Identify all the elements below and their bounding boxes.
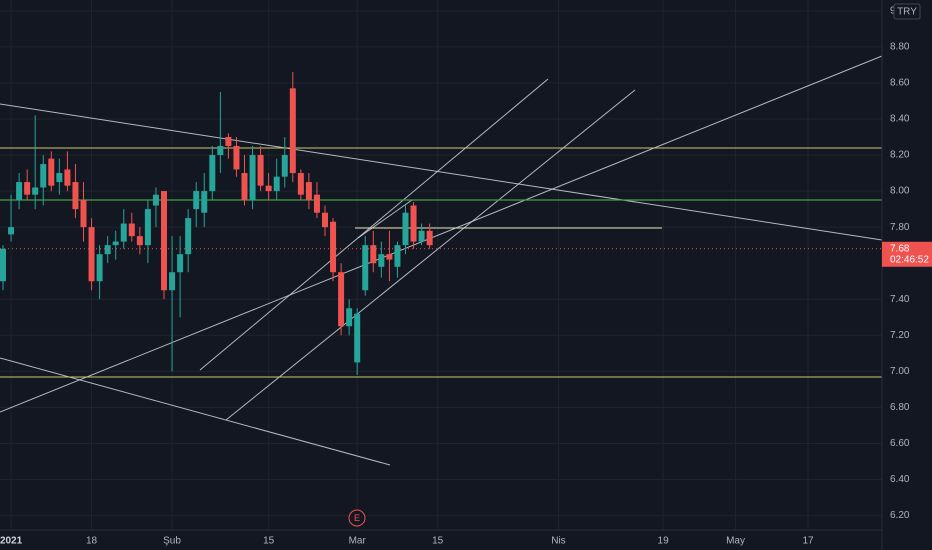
candle-body — [354, 313, 361, 363]
candle-body — [72, 182, 79, 210]
candle-body — [169, 272, 176, 291]
candle-body — [281, 155, 288, 177]
y-tick-label: 7.80 — [890, 222, 910, 233]
candle-body — [136, 236, 143, 246]
candle-body — [177, 254, 184, 273]
currency-badge[interactable] — [893, 3, 921, 20]
x-tick-label: 15 — [432, 536, 444, 547]
earnings-icon[interactable] — [348, 509, 366, 527]
earnings-label: E — [354, 513, 360, 523]
price-label: 7.68 — [890, 243, 910, 254]
y-tick-label: 6.20 — [890, 510, 910, 521]
x-tick-label: Şub — [163, 536, 181, 547]
candle-body — [418, 230, 425, 242]
candle-body — [16, 182, 23, 201]
candle-body — [257, 155, 264, 186]
candle-body — [88, 227, 95, 282]
trend-line — [0, 55, 883, 413]
candle-body — [305, 182, 312, 201]
candle-body — [80, 200, 87, 228]
candle-body — [378, 254, 385, 267]
y-tick-label: 8.60 — [890, 78, 910, 89]
candle-body — [313, 194, 320, 213]
candle-body — [410, 205, 417, 242]
candle-body — [217, 146, 224, 156]
candle-body — [249, 155, 256, 201]
currency: TRY — [897, 7, 917, 18]
y-tick-label: 9 — [890, 5, 896, 16]
axes: 6.20 6.40 6.60 6.80 7.00 7.20 7.40 7.80 8.00 8.20… — [0, 5, 932, 547]
candle-body — [112, 241, 119, 246]
x-tick-label: 19 — [658, 536, 670, 547]
y-tick-label: 6.40 — [890, 474, 910, 485]
candle-body — [289, 88, 296, 174]
candle-body — [152, 194, 159, 206]
candle-body — [128, 223, 135, 237]
candle-body — [426, 230, 433, 246]
candle-body — [24, 182, 31, 195]
candle-body — [362, 245, 369, 291]
candle-body — [233, 146, 240, 170]
y-tick-label: 6.80 — [890, 402, 910, 413]
y-tick-label: 8.80 — [890, 42, 910, 53]
candle-body — [322, 212, 328, 228]
y-tick-label: 8.20 — [890, 150, 910, 161]
candle-body — [201, 191, 208, 213]
candle-body — [64, 169, 71, 186]
y-tick-label: 6.60 — [890, 438, 910, 449]
candle-body — [370, 245, 377, 264]
x-tick-label: 17 — [802, 536, 814, 547]
candle-body — [209, 155, 216, 192]
candle-body — [386, 254, 393, 260]
candle-body — [48, 158, 55, 186]
x-tick-label: 15 — [263, 536, 275, 547]
candle-body — [32, 187, 39, 195]
trend-line — [225, 89, 636, 421]
candle-body — [394, 245, 401, 267]
candle-body — [104, 245, 111, 255]
y-tick-label: 7.20 — [890, 330, 910, 341]
candle-body — [330, 221, 337, 273]
y-tick-label: 8.40 — [890, 114, 910, 125]
candle-body — [193, 191, 200, 210]
candle-body — [96, 254, 103, 282]
candle-body — [144, 209, 151, 246]
countdown-label: 02:46:52 — [890, 254, 929, 265]
x-tick-label: Nis — [551, 536, 565, 547]
candle-body — [161, 191, 167, 291]
candle-body — [185, 218, 192, 255]
candle-body — [56, 173, 63, 183]
y-tick-label: 7.40 — [890, 294, 910, 305]
candle-body — [120, 223, 127, 242]
candle-body — [402, 212, 409, 246]
candle-body — [241, 173, 248, 201]
candle-body — [8, 227, 15, 235]
y-tick-label: 8.00 — [890, 186, 910, 197]
candle-body — [297, 173, 304, 195]
x-tick-label: Mar — [349, 536, 367, 547]
trend-line — [0, 357, 391, 466]
x-tick-label: 2021 — [0, 536, 23, 547]
candle-body — [40, 164, 47, 188]
channel-line — [357, 199, 413, 239]
price-badge — [882, 241, 932, 267]
candle-body — [338, 272, 345, 327]
x-tick-label: 18 — [86, 536, 98, 547]
trend-line — [0, 103, 883, 241]
candle-body — [265, 185, 272, 192]
y-tick-label: 7.00 — [890, 366, 910, 377]
candle-body — [0, 248, 6, 282]
candle-body — [346, 308, 353, 327]
x-tick-label: May — [726, 536, 745, 547]
candles — [0, 72, 882, 375]
candle-body — [273, 176, 280, 192]
drawings — [0, 55, 883, 466]
candle-body — [225, 137, 232, 147]
trend-line — [199, 78, 549, 371]
